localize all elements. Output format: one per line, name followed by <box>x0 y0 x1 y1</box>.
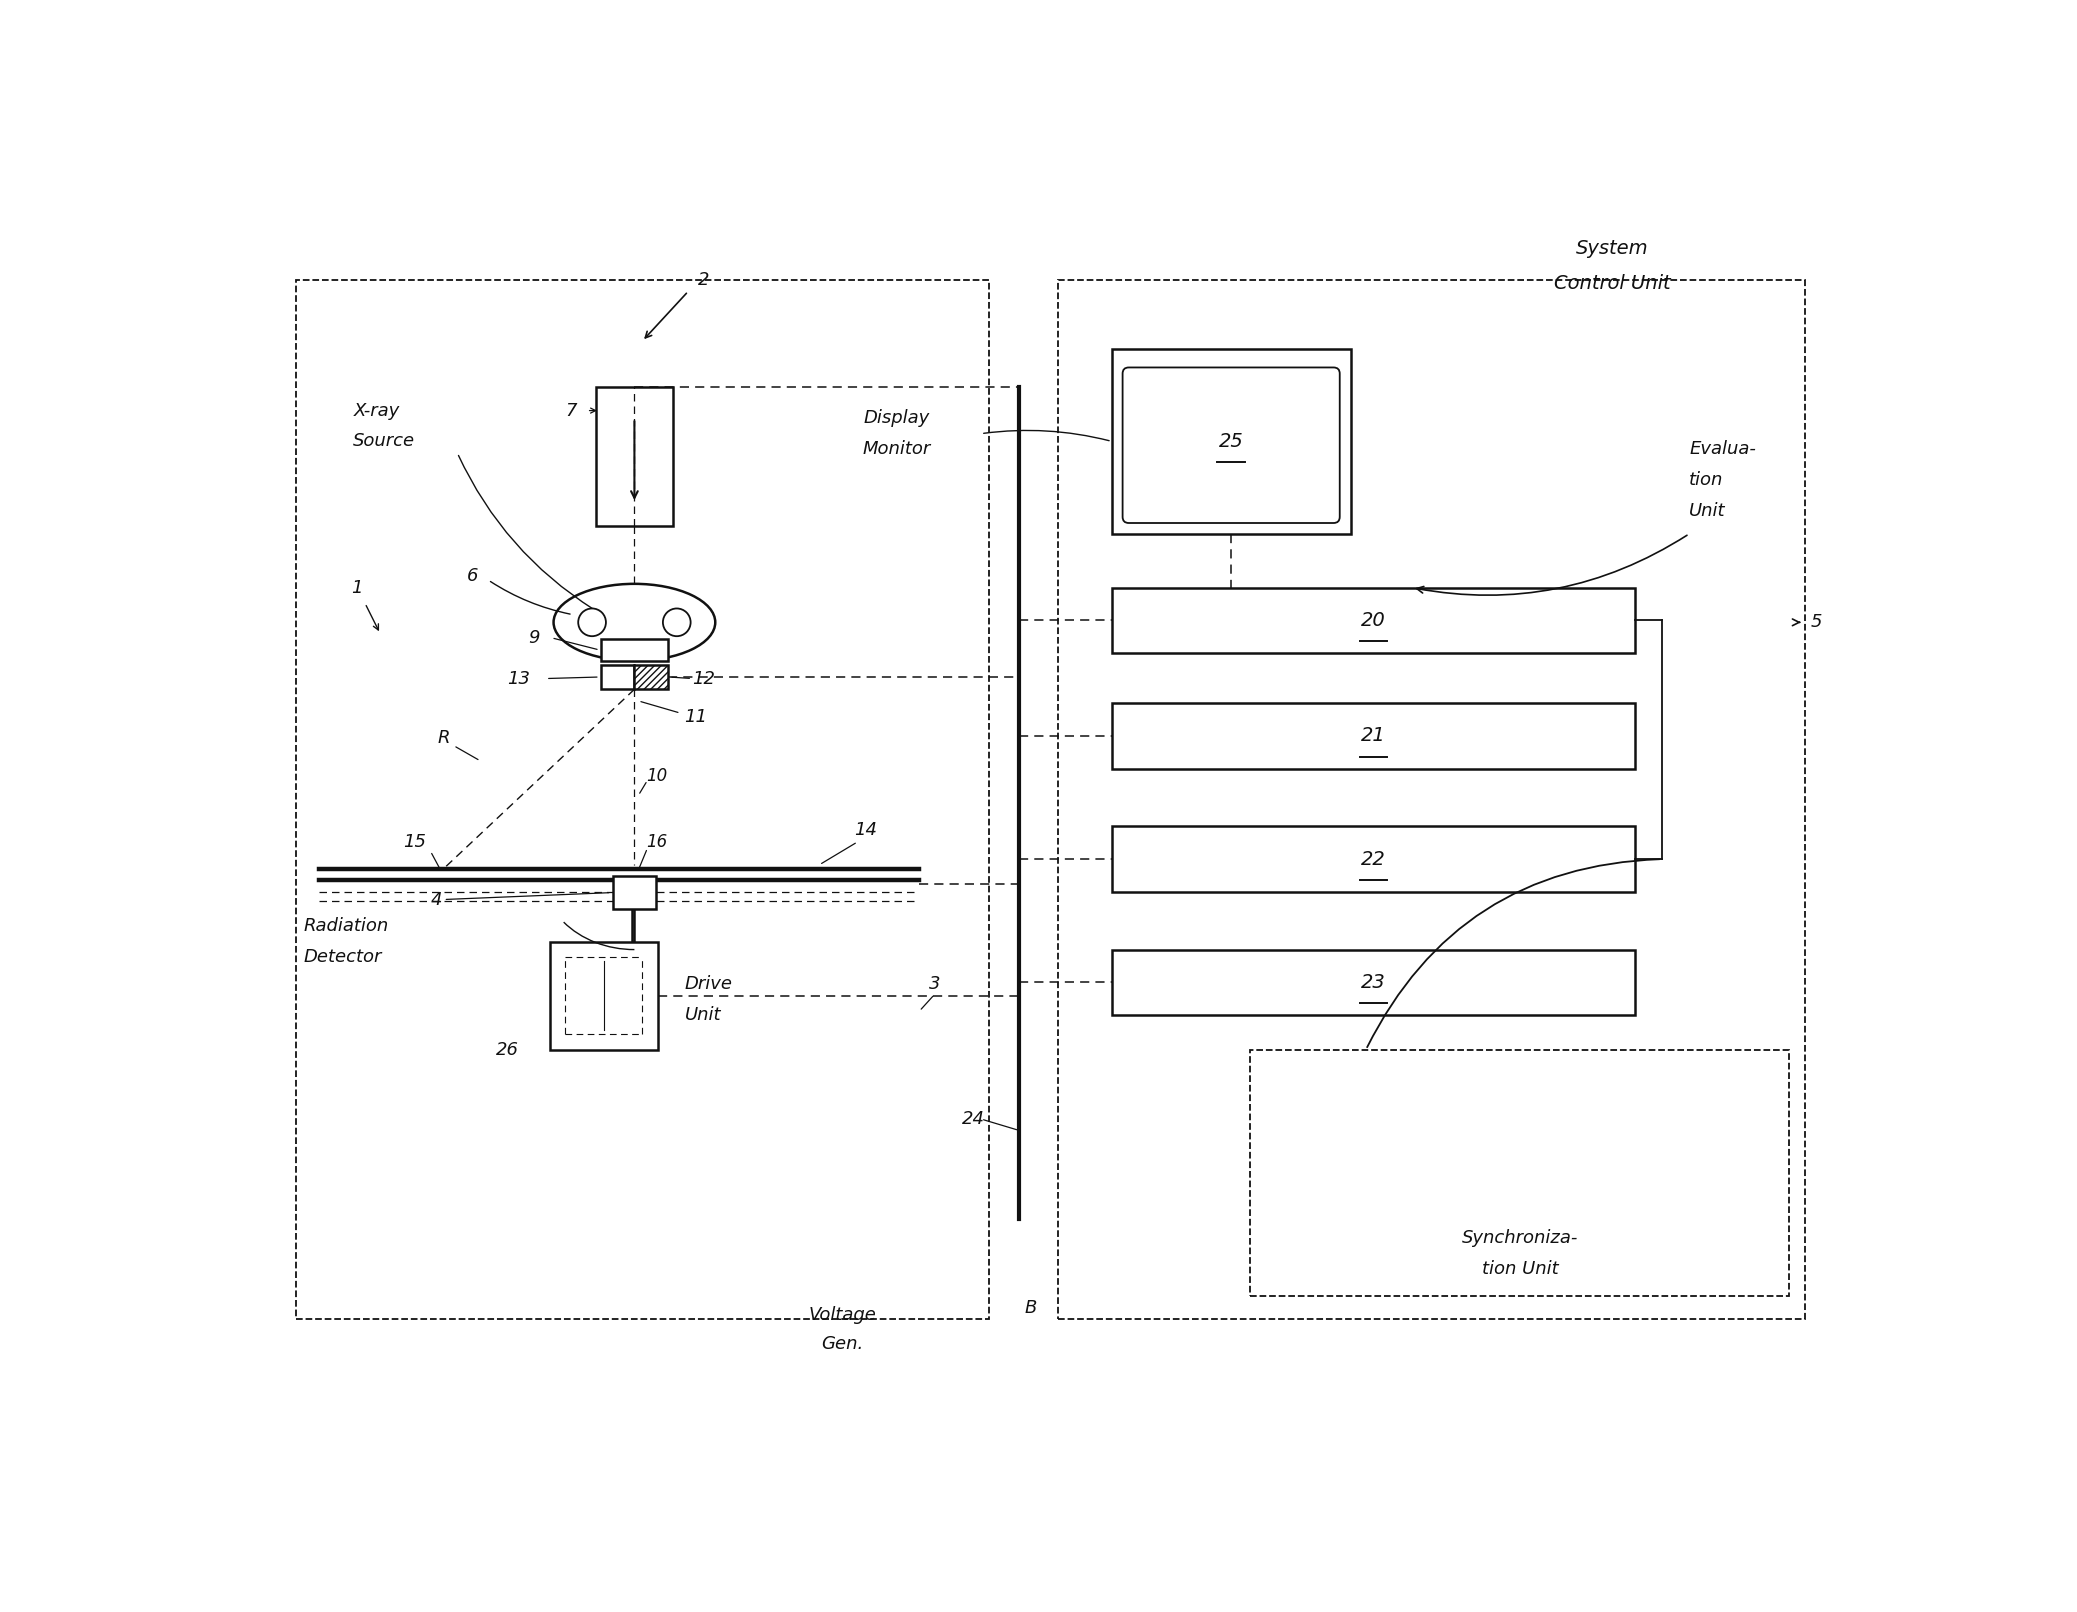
Text: Display: Display <box>864 409 928 427</box>
Bar <box>295 279 989 1319</box>
Circle shape <box>577 608 606 637</box>
Text: Detector: Detector <box>303 948 382 966</box>
Text: System: System <box>1576 239 1649 258</box>
Bar <box>613 877 656 909</box>
Text: 24: 24 <box>962 1111 984 1128</box>
Text: 9: 9 <box>528 629 540 646</box>
Text: Drive: Drive <box>685 975 733 993</box>
Text: tion: tion <box>1689 471 1724 488</box>
FancyBboxPatch shape <box>1122 368 1340 522</box>
Text: 15: 15 <box>403 833 426 851</box>
Bar <box>1111 827 1635 891</box>
Bar <box>1111 949 1635 1016</box>
Text: 4: 4 <box>430 890 442 909</box>
Ellipse shape <box>555 584 714 661</box>
Text: Evalua-: Evalua- <box>1689 440 1757 458</box>
Text: 20: 20 <box>1360 611 1385 630</box>
Bar <box>550 941 658 1049</box>
Text: Unit: Unit <box>1689 501 1726 519</box>
Text: 2: 2 <box>698 271 710 289</box>
Text: 3: 3 <box>928 975 941 993</box>
Text: Gen.: Gen. <box>820 1335 864 1352</box>
Text: X-ray: X-ray <box>353 401 399 419</box>
Text: 23: 23 <box>1360 972 1385 991</box>
Text: Radiation: Radiation <box>303 917 388 935</box>
Text: B: B <box>1024 1299 1036 1317</box>
Bar <box>596 387 673 526</box>
Text: Voltage: Voltage <box>808 1306 876 1325</box>
Text: 16: 16 <box>646 833 667 851</box>
Text: Control Unit: Control Unit <box>1554 274 1670 293</box>
Text: R: R <box>436 729 449 746</box>
Text: 22: 22 <box>1360 850 1385 869</box>
Text: Monitor: Monitor <box>862 440 930 458</box>
Text: 14: 14 <box>854 821 876 840</box>
Circle shape <box>663 608 692 637</box>
Text: Source: Source <box>353 432 415 450</box>
Bar <box>602 664 633 690</box>
Text: 6: 6 <box>467 567 478 585</box>
Text: 26: 26 <box>496 1041 519 1059</box>
Text: 25: 25 <box>1219 432 1244 451</box>
Text: 10: 10 <box>646 767 667 785</box>
Text: Synchroniza-: Synchroniza- <box>1462 1230 1579 1248</box>
Text: 1: 1 <box>351 579 363 596</box>
Text: 5: 5 <box>1811 613 1822 632</box>
Bar <box>633 664 667 690</box>
Bar <box>1057 279 1805 1319</box>
Bar <box>1111 588 1635 653</box>
Text: 7: 7 <box>565 401 577 419</box>
Text: 21: 21 <box>1360 727 1385 745</box>
Bar <box>1250 1049 1790 1296</box>
Text: tion Unit: tion Unit <box>1481 1261 1558 1278</box>
Bar <box>1111 703 1635 769</box>
Text: 11: 11 <box>685 708 708 725</box>
Bar <box>1111 348 1350 534</box>
Text: 12: 12 <box>692 669 714 688</box>
Text: 13: 13 <box>507 669 530 688</box>
Bar <box>602 640 667 661</box>
Text: Unit: Unit <box>685 1006 721 1024</box>
